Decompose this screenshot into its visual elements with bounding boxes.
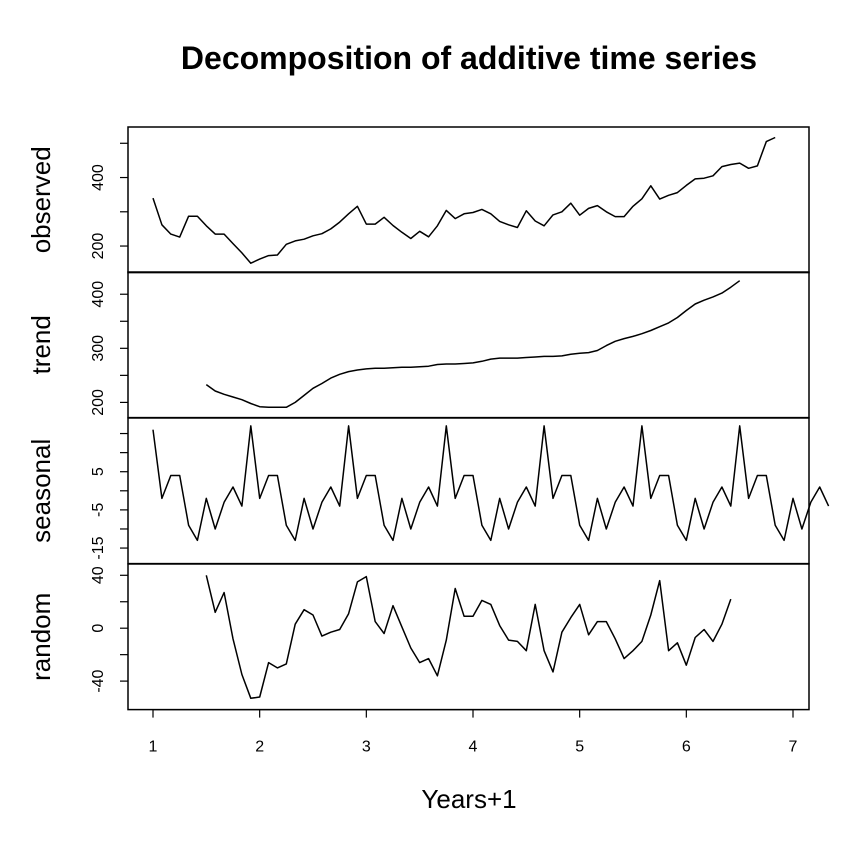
x-axis: 1 2 3 4 5 6 7 <box>149 708 798 756</box>
x-tick-label: 7 <box>789 739 798 756</box>
series-line-seasonal <box>152 425 830 542</box>
x-axis-label: Years+1 <box>421 784 516 814</box>
y-tick-label-seasonal: -5 <box>90 503 107 517</box>
panel-random: -40 0 40 random <box>26 563 810 711</box>
series-line-random <box>205 575 732 700</box>
y-tick-label-seasonal: -15 <box>90 536 107 559</box>
panel-label-observed: observed <box>26 146 56 253</box>
x-tick-label: 2 <box>255 739 264 756</box>
panel-frame-random <box>127 563 810 711</box>
panel-seasonal: -15 -5 5 seasonal <box>26 417 830 565</box>
y-tick-label-seasonal: 5 <box>90 467 107 476</box>
panel-label-trend: trend <box>26 315 56 374</box>
x-tick-label: 4 <box>469 739 478 756</box>
y-tick-label-random: 0 <box>90 624 107 633</box>
panel-frame-observed <box>127 126 810 274</box>
x-tick-label: 3 <box>362 739 371 756</box>
x-tick-label: 6 <box>682 739 691 756</box>
x-tick-label: 5 <box>575 739 584 756</box>
panels: 200400observed200300400trend-15-55season… <box>26 126 830 711</box>
panel-trend: 200 300 400 trend <box>26 271 810 419</box>
series-line-observed <box>152 136 776 264</box>
panel-label-random: random <box>26 593 56 681</box>
y-tick-label-observed: 200 <box>90 233 107 260</box>
y-tick-label-random: 40 <box>90 566 107 584</box>
y-tick-label-trend: 400 <box>90 281 107 308</box>
y-tick-label-random: -40 <box>90 669 107 692</box>
panel-observed: 200 400 observed <box>26 126 810 274</box>
y-tick-label-trend: 300 <box>90 335 107 362</box>
chart-title: Decomposition of additive time series <box>181 40 757 76</box>
y-tick-label-observed: 400 <box>90 164 107 191</box>
panel-label-seasonal: seasonal <box>26 439 56 543</box>
series-line-trend <box>205 280 741 409</box>
x-tick-label: 1 <box>149 739 158 756</box>
y-tick-label-trend: 200 <box>90 389 107 416</box>
